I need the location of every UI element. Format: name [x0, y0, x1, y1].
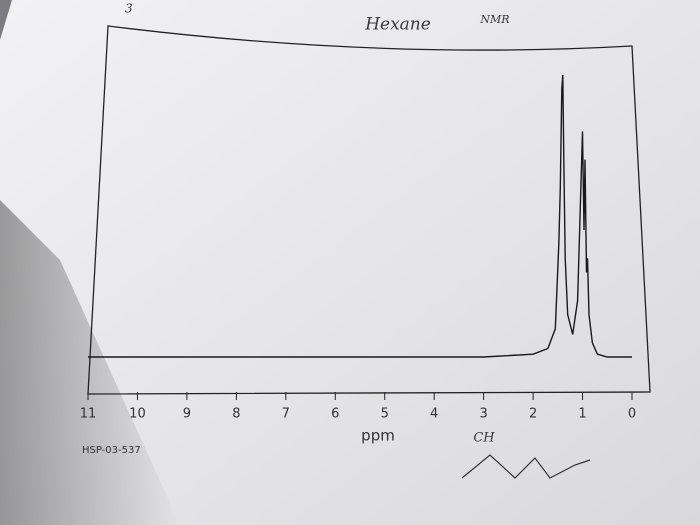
x-tick-label: 5 — [381, 407, 389, 422]
chart-subtitle: NMR — [479, 13, 509, 26]
x-tick-label: 11 — [80, 407, 97, 422]
page-number: 3 — [125, 2, 133, 16]
structure-label: CH — [473, 431, 495, 446]
x-tick-label: 2 — [529, 407, 537, 422]
x-tick-label: 0 — [628, 407, 636, 422]
x-axis-label: ppm — [361, 427, 395, 445]
x-tick-label: 9 — [183, 407, 191, 422]
chart-title: Hexane — [364, 15, 431, 35]
x-tick-label: 1 — [578, 407, 586, 422]
x-tick-label: 3 — [479, 407, 487, 422]
x-tick-label: 7 — [282, 407, 290, 422]
spectrum-line — [88, 74, 632, 358]
x-tick-label: 10 — [129, 407, 146, 422]
plot-frame — [87, 25, 651, 395]
structure-drawing — [461, 454, 591, 479]
code-label: HSP-03-537 — [82, 445, 141, 456]
x-tick-label: 8 — [232, 407, 240, 422]
x-tick-label: 6 — [331, 407, 339, 422]
x-tick-label: 4 — [430, 407, 438, 422]
